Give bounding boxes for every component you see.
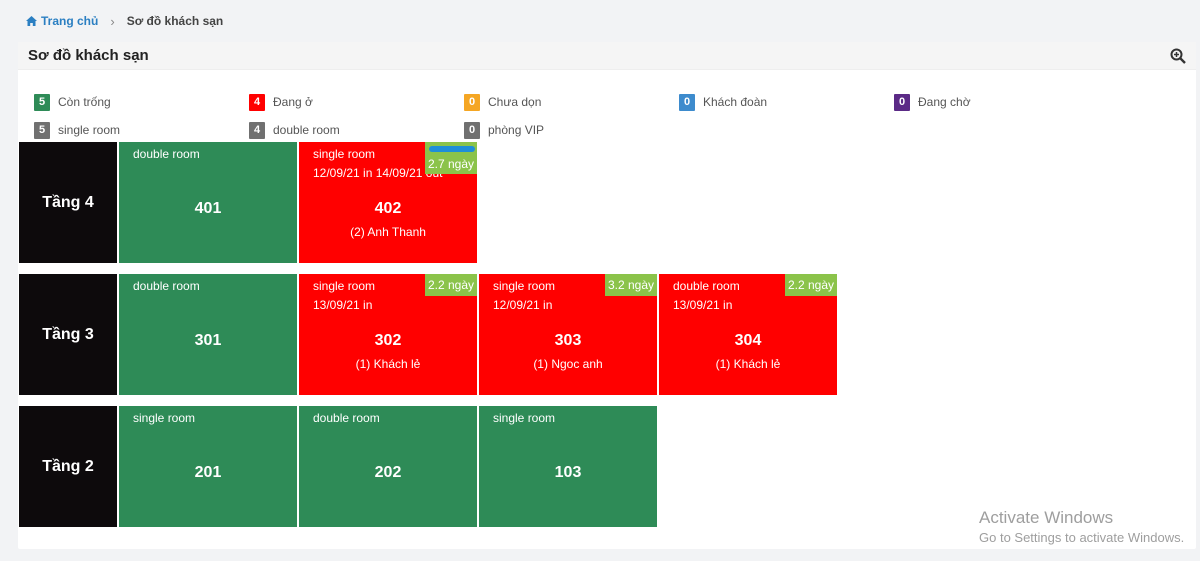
room-card[interactable]: double room 301 (119, 274, 297, 395)
floor-row: Tầng 4 double room 401 single room 12/09/21 … (19, 142, 477, 263)
room-number: 201 (194, 464, 222, 481)
floor-row: Tầng 2 single room 201 double room 202 single… (19, 406, 657, 527)
stay-days-label: 2.2 ngày (427, 278, 474, 292)
room-guest: (1) Khách lẻ (355, 357, 421, 371)
room-number: 402 (374, 200, 402, 217)
room-type: double room (133, 279, 200, 293)
legend-count-badge: 0 (464, 93, 480, 111)
room-type: single room (493, 279, 556, 293)
room-card[interactable]: double room 13/09/21 in 304 (1) Khách lẻ 2.2… (659, 274, 837, 395)
room-number: 301 (194, 332, 222, 349)
room-type: single room (133, 411, 196, 425)
legend-label: Còn trống (58, 95, 111, 109)
room-number: 202 (374, 464, 402, 481)
legend-row-status: 5 Còn trống 4 Đang ở 0 Chưa dọn 0 Khách đoàn 0 Đa… (34, 88, 1109, 116)
room-checkin-date: 13/09/21 in (313, 298, 373, 312)
legend-count-badge: 4 (249, 93, 265, 111)
room-type: single room (493, 411, 556, 425)
legend-label: phòng VIP (488, 123, 545, 137)
stay-days-badge: 2.2 ngày (424, 274, 477, 296)
room-number: 303 (554, 332, 582, 349)
room-checkin-date: 12/09/21 in 14/09/21 out (313, 166, 443, 180)
legend-count-badge: 5 (34, 121, 50, 139)
room-guest: (2) Anh Thanh (350, 225, 426, 239)
legend: 5 Còn trống 4 Đang ở 0 Chưa dọn 0 Khách đoàn 0 Đa… (34, 88, 1109, 144)
legend-label: single room (58, 123, 121, 137)
panel-header: Sơ đồ khách sạn (18, 42, 1196, 70)
stay-days-badge: 2.7 ngày (424, 142, 477, 174)
breadcrumb-home-link[interactable]: Trang chủ (26, 14, 98, 28)
watermark-title: Activate Windows (979, 508, 1114, 527)
home-icon (26, 16, 37, 26)
room-number: 302 (374, 332, 402, 349)
floor-row: Tầng 3 double room 301 single room 13/09/21 … (19, 274, 837, 395)
stay-days-label: 3.2 ngày (607, 278, 654, 292)
stay-days-label: 2.2 ngày (787, 278, 834, 292)
legend-label: Đang ở (273, 95, 313, 109)
legend-item[interactable]: 5 single room (34, 121, 249, 139)
legend-count-badge: 4 (249, 121, 265, 139)
legend-label: Khách đoàn (703, 95, 768, 109)
legend-item[interactable]: 4 Đang ở (249, 93, 464, 111)
room-type: single room (313, 279, 376, 293)
legend-item[interactable]: 0 Chưa dọn (464, 93, 679, 111)
legend-item[interactable]: 4 double room (249, 121, 464, 139)
breadcrumb-separator: › (110, 13, 115, 29)
legend-label: Chưa dọn (488, 95, 542, 109)
stay-progress-bar (429, 146, 475, 152)
legend-label: Đang chờ (918, 95, 971, 109)
floor-label: Tầng 3 (19, 274, 117, 395)
legend-count-badge: 5 (34, 93, 50, 111)
legend-label: double room (273, 123, 340, 137)
room-card[interactable]: double room 401 (119, 142, 297, 263)
room-guest: (1) Khách lẻ (715, 357, 781, 371)
room-card[interactable]: single room 12/09/21 in 14/09/21 out 402 (2… (299, 142, 477, 263)
legend-item[interactable]: 0 phòng VIP (464, 121, 679, 139)
stay-days-badge: 2.2 ngày (784, 274, 837, 296)
room-type: single room (313, 147, 376, 161)
legend-row-room-types: 5 single room 4 double room 0 phòng VIP (34, 116, 1109, 144)
room-card[interactable]: single room 13/09/21 in 302 (1) Khách lẻ 2.2… (299, 274, 477, 395)
room-card[interactable]: double room 202 (299, 406, 477, 527)
legend-item[interactable]: 5 Còn trống (34, 93, 249, 111)
floor-label: Tầng 2 (19, 406, 117, 527)
breadcrumb: Trang chủ › Sơ đồ khách sạn (0, 0, 1200, 42)
breadcrumb-home-label: Trang chủ (41, 14, 99, 28)
hotel-map-panel: Sơ đồ khách sạn 5 Còn trống 4 Đang ở 0 Chưa d… (18, 42, 1196, 549)
room-type: double room (313, 411, 380, 425)
floor-label: Tầng 4 (19, 142, 117, 263)
room-checkin-date: 12/09/21 in (493, 298, 553, 312)
room-card[interactable]: single room 103 (479, 406, 657, 527)
legend-count-badge: 0 (464, 121, 480, 139)
legend-item[interactable]: 0 Khách đoàn (679, 93, 894, 111)
room-checkin-date: 13/09/21 in (673, 298, 733, 312)
room-number: 103 (554, 464, 582, 481)
room-card[interactable]: single room 201 (119, 406, 297, 527)
stay-days-badge: 3.2 ngày (604, 274, 657, 296)
zoom-in-icon[interactable] (1170, 48, 1186, 64)
breadcrumb-current: Sơ đồ khách sạn (126, 14, 224, 28)
panel-title: Sơ đồ khách sạn (28, 47, 149, 64)
stay-days-label: 2.7 ngày (427, 157, 474, 171)
windows-activation-watermark: Activate Windows Go to Settings to activ… (979, 508, 1184, 545)
room-card[interactable]: single room 12/09/21 in 303 (1) Ngoc anh 3.2… (479, 274, 657, 395)
room-type: double room (673, 279, 740, 293)
legend-count-badge: 0 (679, 93, 695, 111)
room-number: 401 (194, 200, 222, 217)
room-guest: (1) Ngoc anh (533, 357, 603, 371)
watermark-subtitle: Go to Settings to activate Windows. (979, 530, 1185, 545)
legend-item[interactable]: 0 Đang chờ (894, 93, 1109, 111)
room-type: double room (133, 147, 200, 161)
legend-count-badge: 0 (894, 93, 910, 111)
room-number: 304 (734, 332, 762, 349)
